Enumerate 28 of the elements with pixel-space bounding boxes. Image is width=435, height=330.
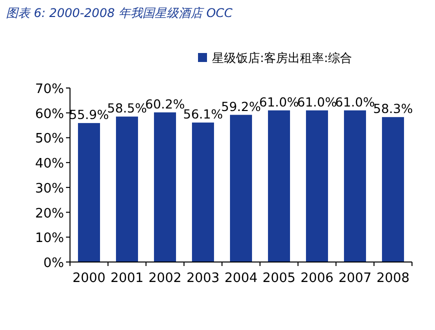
x-tick-label: 2001 [110,271,144,286]
x-tick-label: 2007 [338,271,372,286]
x-tick-label: 2004 [224,271,258,286]
y-tick-label: 0% [43,256,64,271]
x-tick-label: 2005 [262,271,296,286]
data-label: 56.1% [183,106,223,122]
x-tick-label: 2008 [376,271,410,286]
y-tick-label: 20% [35,206,64,222]
y-tick-label: 40% [35,156,64,172]
y-tick-label: 30% [35,181,64,196]
legend-label: 星级饭店:客房出租率:综合 [212,51,352,65]
data-label: 60.2% [145,96,185,112]
data-label: 61.0% [297,94,337,110]
y-tick-label: 70% [35,82,64,97]
y-tick-label: 60% [35,106,64,122]
chart-title: 图表 6: 2000-2008 年我国星级酒店 OCC [6,6,234,20]
data-label: 58.5% [107,100,147,116]
data-label: 55.9% [69,107,109,122]
data-label: 61.0% [335,94,375,110]
y-tick-label: 50% [35,132,64,147]
data-label: 59.2% [221,98,261,114]
x-tick-label: 2003 [186,271,220,286]
x-tick-label: 2000 [72,271,106,286]
x-tick-label: 2006 [300,271,334,286]
data-label: 58.3% [373,101,413,116]
data-label: 61.0% [259,94,299,110]
y-tick-label: 10% [35,231,64,246]
x-tick-label: 2002 [148,271,182,286]
